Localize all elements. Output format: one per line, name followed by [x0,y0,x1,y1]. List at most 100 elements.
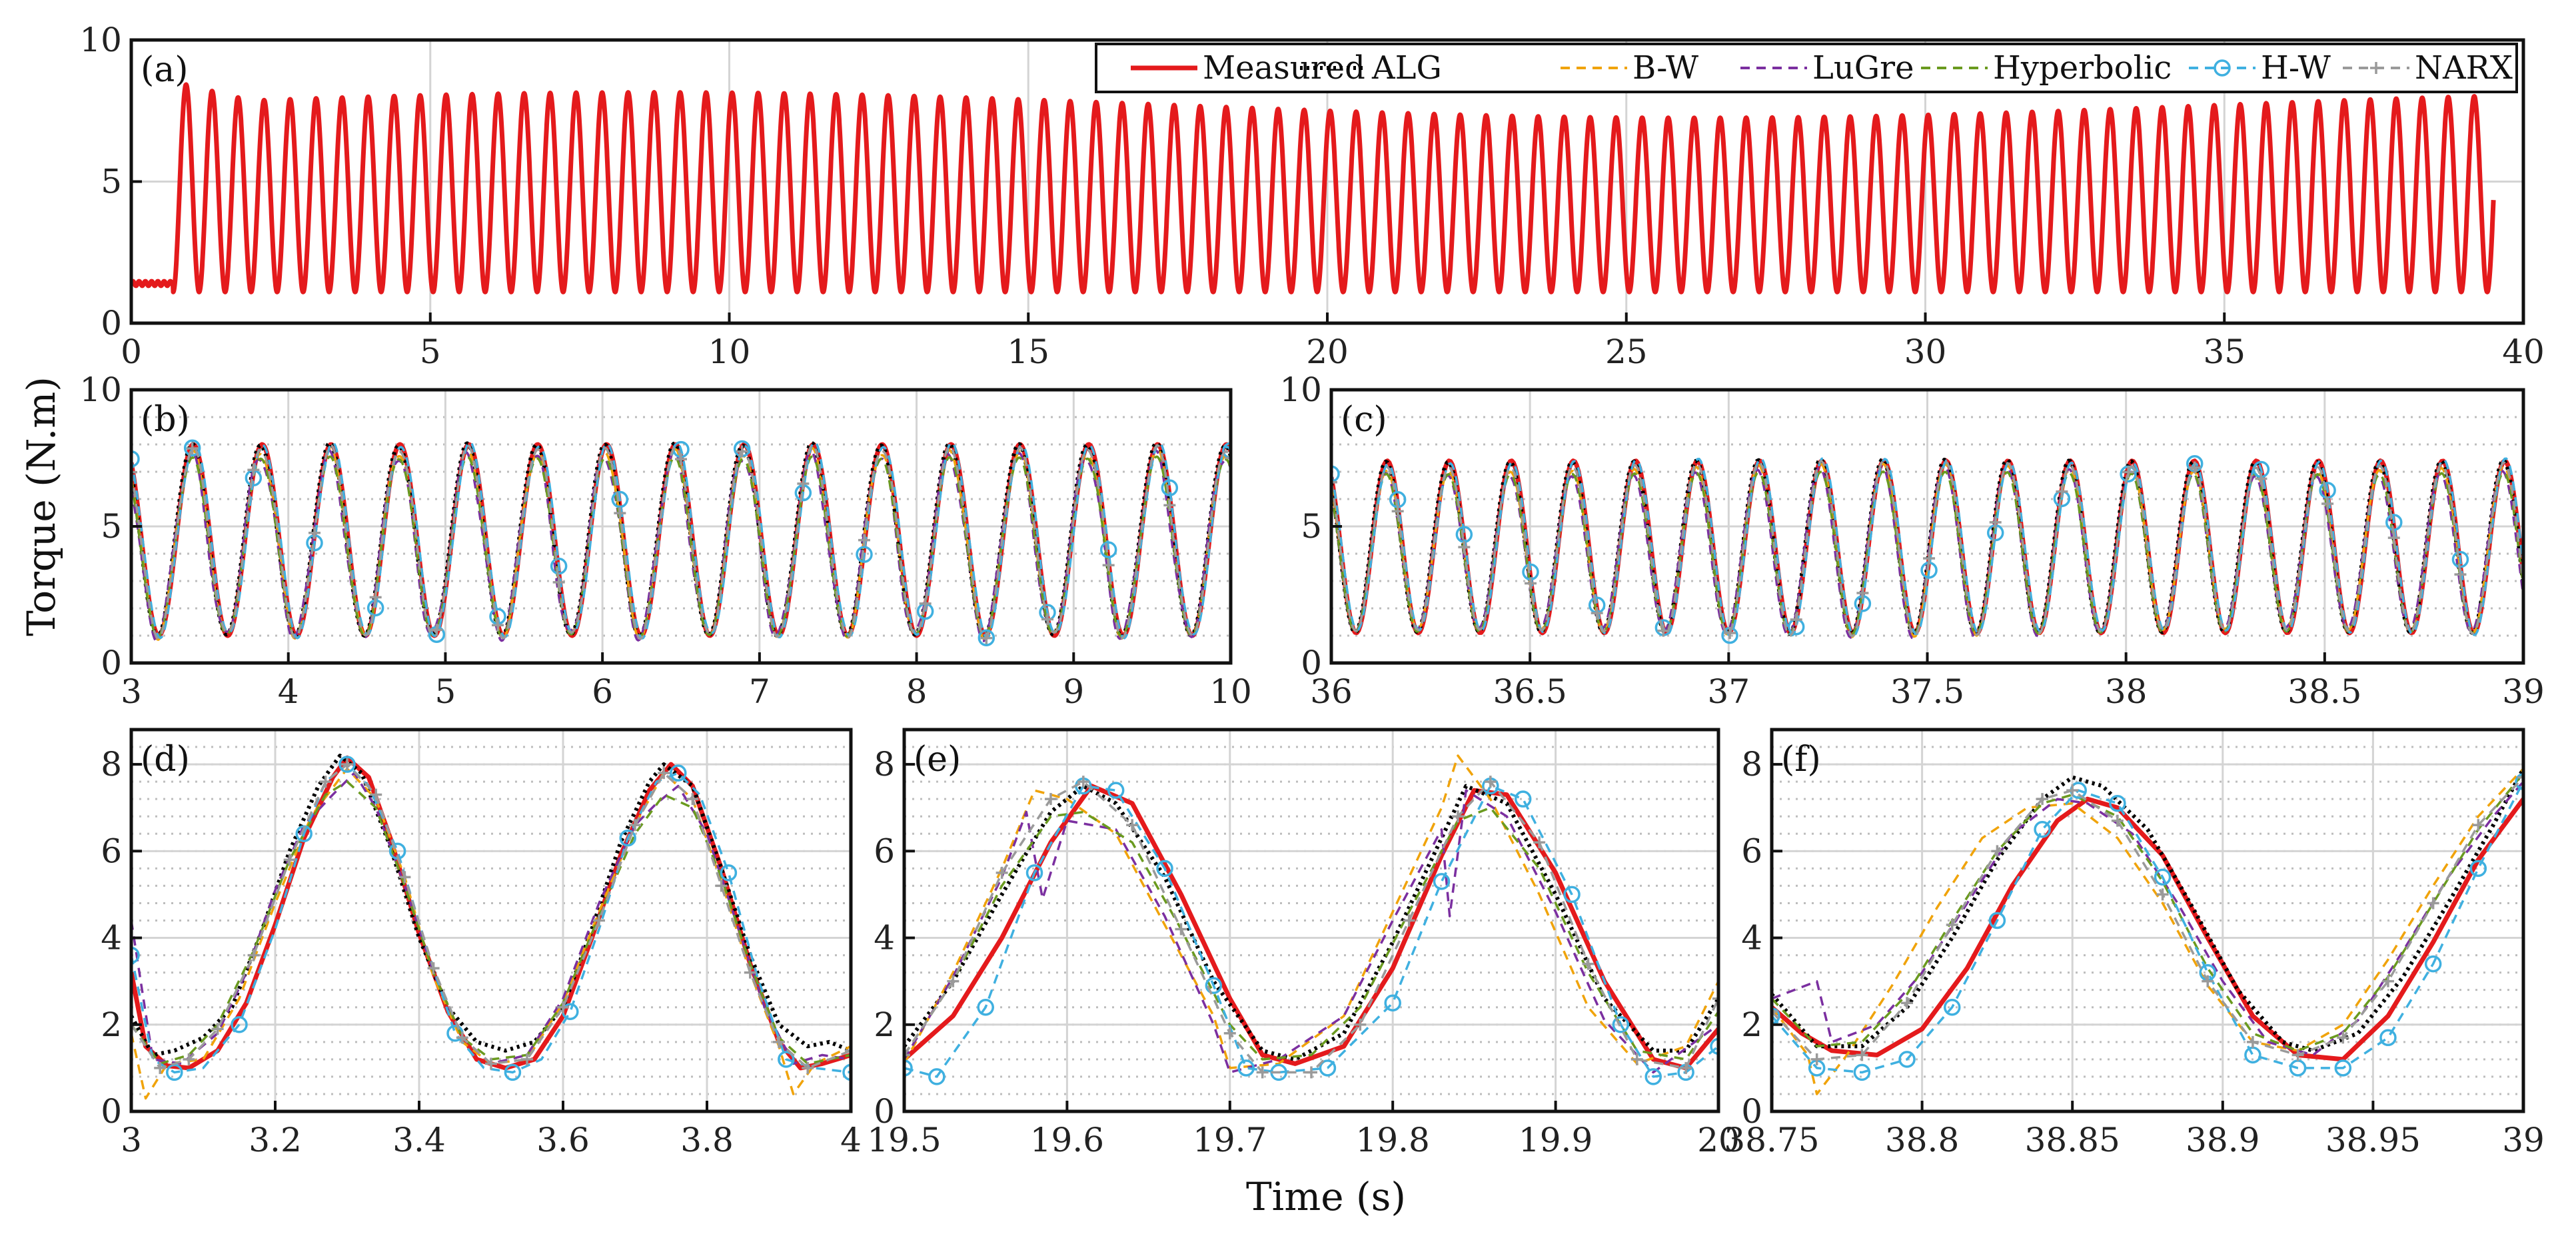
hw-marker [977,629,995,647]
hw-marker [1331,465,1340,483]
y-tick-label: 2 [1741,1005,1762,1044]
x-tick-label: 19.8 [1356,1121,1430,1159]
x-tick-label: 36 [1310,672,1353,711]
narx-marker [2188,461,2201,474]
x-tick-label: 36.5 [1493,672,1567,711]
x-tick-label: 3 [121,1121,142,1159]
hw-marker [1222,442,1231,460]
narx-marker [1223,1027,1236,1039]
legend: Measured ALG B-W LuGre Hyperbolic H-W NARX [1095,43,2518,93]
x-tick-label: 4 [840,1121,862,1159]
series-layer [131,754,851,1100]
x-tick-label: 5 [420,332,441,371]
narx-marker [593,914,605,927]
x-tick-label: 20 [1697,1121,1740,1159]
narx-marker [211,1023,224,1035]
series-lugre-line [904,789,1718,1074]
narx-marker [919,597,932,610]
narx-marker [2056,485,2068,498]
hw-marker [1943,998,1961,1016]
series-hw-line [904,784,1718,1078]
axes-frame [902,728,1720,1113]
narx-marker [773,1035,785,1048]
y-tick-label: 0 [1741,1092,1762,1131]
hw-marker [166,1063,183,1081]
series-alg-line [131,441,1231,639]
narx-marker [1391,505,1404,518]
x-tick-label: 15 [1007,332,1049,371]
narx-marker [675,453,687,466]
y-tick-label: 4 [874,919,895,957]
panel-label: (a) [141,50,189,90]
y-tick-label: 5 [101,507,122,546]
narx-marker [557,1001,569,1013]
x-tick-label: 38.9 [2186,1121,2259,1159]
hw-marker [1384,994,1401,1011]
hw-marker [1107,782,1125,799]
y-tick-label: 10 [79,370,122,409]
y-tick-label: 10 [79,21,122,59]
series-hw-line [131,440,1231,640]
x-tick-label: 38.5 [2287,672,2361,711]
x-tick-label: 9 [1063,672,1084,711]
y-axis-label: Torque (N.m) [19,376,64,636]
narx-marker [1525,577,1537,590]
narx-marker [247,949,260,961]
legend-label: Hyperbolic [1993,49,2172,87]
hw-marker [131,946,140,964]
hw-marker [1988,912,2006,930]
y-tick-label: 6 [101,832,122,870]
y-tick-label: 6 [874,832,895,870]
x-tick-label: 5 [435,672,456,711]
narx-marker [2321,498,2334,510]
y-tick-label: 8 [874,745,895,784]
hw-marker [1025,864,1043,882]
narx-marker [2156,888,2169,901]
narx-marker [629,819,641,832]
narx-marker [980,632,993,644]
narx-marker [2337,1031,2349,1044]
narx-marker [430,624,443,636]
hw-marker [1612,1016,1630,1033]
narx-marker [1175,923,1187,936]
narx-marker [2387,532,2400,544]
x-tick-label: 8 [906,672,928,711]
legend-marker [2370,62,2382,74]
x-tick-label: 19.9 [1519,1121,1593,1159]
hw-marker [1710,1037,1718,1055]
narx-marker [2066,784,2079,797]
narx-marker [492,619,504,632]
narx-marker [2472,819,2485,832]
hw-marker [904,1059,913,1077]
narx-marker [552,576,565,588]
narx-marker [658,767,670,780]
narx-marker [904,1049,910,1061]
hw-marker [1514,790,1532,808]
narx-marker [1331,476,1337,488]
x-tick-label: 30 [1904,332,1947,371]
x-tick-label: 39 [2502,672,2545,711]
narx-marker [309,526,321,539]
x-tick-label: 40 [2502,332,2545,371]
narx-marker [1102,559,1115,572]
narx-marker [947,975,960,987]
hw-marker [2334,1059,2352,1077]
legend-label: ALG [1371,49,1442,87]
hw-marker [2379,1029,2397,1047]
x-tick-label: 38.8 [1885,1121,1959,1159]
y-tick-label: 2 [101,1005,122,1044]
hw-marker [2034,821,2051,838]
x-tick-label: 10 [708,332,751,371]
y-tick-label: 0 [101,1092,122,1131]
series-alg-line [904,784,1718,1061]
x-tick-label: 3 [121,672,142,711]
series-layer [1772,768,2523,1095]
hw-marker [338,756,356,773]
panel-label: (d) [141,740,190,780]
x-tick-label: 4 [278,672,299,711]
legend-label: Measured [1203,49,1365,87]
narx-marker [1856,586,1869,599]
legend-label: LuGre [1812,49,1914,87]
x-tick-label: 20 [1306,332,1349,371]
narx-marker [1044,793,1057,806]
